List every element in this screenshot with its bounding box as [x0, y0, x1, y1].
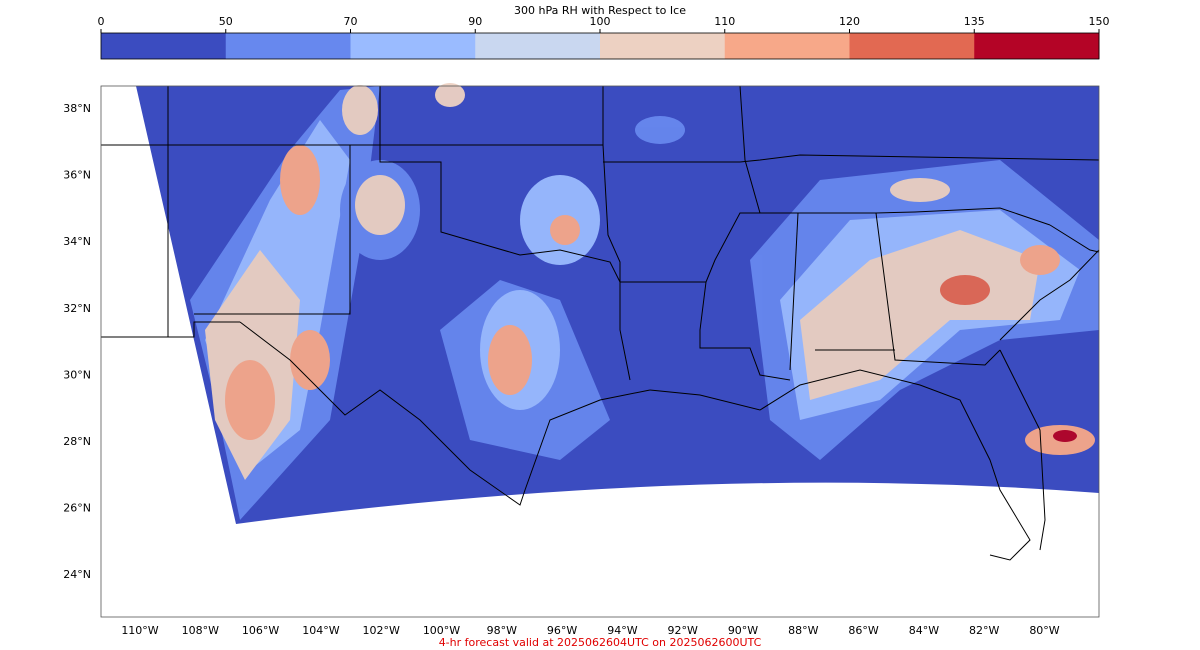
longitude-label: 110°W: [121, 624, 158, 637]
latitude-label: 36°N: [63, 169, 91, 182]
longitude-label: 88°W: [788, 624, 818, 637]
latitude-label: 32°N: [63, 302, 91, 315]
map-frame: [100, 85, 1100, 618]
colorbar-tick-label: 0: [98, 15, 105, 28]
latitude-label: 28°N: [63, 435, 91, 448]
latitude-label: 34°N: [63, 235, 91, 248]
longitude-label: 84°W: [909, 624, 939, 637]
longitude-label: 86°W: [848, 624, 878, 637]
colorbar-bin: [101, 33, 227, 59]
colorbar-tick-label: 90: [468, 15, 482, 28]
colorbar-bin: [350, 33, 476, 59]
longitude-label: 82°W: [969, 624, 999, 637]
longitude-label: 106°W: [242, 624, 279, 637]
colorbar-tick-label: 50: [219, 15, 233, 28]
longitude-labels: 110°W 108°W 106°W 104°W 102°W 100°W 98°W 96°W 94…: [121, 624, 1059, 637]
longitude-label: 80°W: [1029, 624, 1059, 637]
longitude-label: 98°W: [487, 624, 517, 637]
colorbar-bin: [600, 33, 726, 59]
latitude-label: 24°N: [63, 568, 91, 581]
latitude-label: 26°N: [63, 502, 91, 515]
boundaries: [101, 85, 1100, 561]
colorbar-frame: [100, 32, 1100, 60]
longitude-label: 94°W: [607, 624, 637, 637]
colorbar-tick-label: 120: [839, 15, 860, 28]
longitude-label: 104°W: [302, 624, 339, 637]
moisture-field: [190, 83, 1099, 520]
longitude-label: 96°W: [547, 624, 577, 637]
colorbar-bin: [974, 33, 1100, 59]
longitude-label: 92°W: [668, 624, 698, 637]
colorbar-tick-label: 110: [714, 15, 735, 28]
map: [101, 83, 1100, 561]
colorbar-title: 300 hPa RH with Respect to Ice: [514, 4, 686, 17]
colorbar-tick-label: 150: [1089, 15, 1110, 28]
colorbar-tick-label: 100: [590, 15, 611, 28]
longitude-label: 90°W: [728, 624, 758, 637]
colorbar: 0 50 70 90 100 110 120 135 150: [98, 15, 1110, 59]
longitude-label: 102°W: [363, 624, 400, 637]
longitude-label: 108°W: [182, 624, 219, 637]
colorbar-tick-label: 70: [344, 15, 358, 28]
colorbar-bin: [724, 33, 850, 59]
colorbar-bin: [475, 33, 601, 59]
colorbar-bin: [225, 33, 351, 59]
latitude-label: 38°N: [63, 102, 91, 115]
latitude-label: 30°N: [63, 368, 91, 381]
footer: 4-hr forecast valid at 2025062604UTC on …: [439, 636, 762, 649]
longitude-label: 100°W: [423, 624, 460, 637]
colorbar-tick-label: 135: [964, 15, 985, 28]
latitude-labels: 38°N 36°N 34°N 32°N 30°N 28°N 26°N 24°N: [63, 102, 91, 581]
colorbar-bin: [849, 33, 975, 59]
